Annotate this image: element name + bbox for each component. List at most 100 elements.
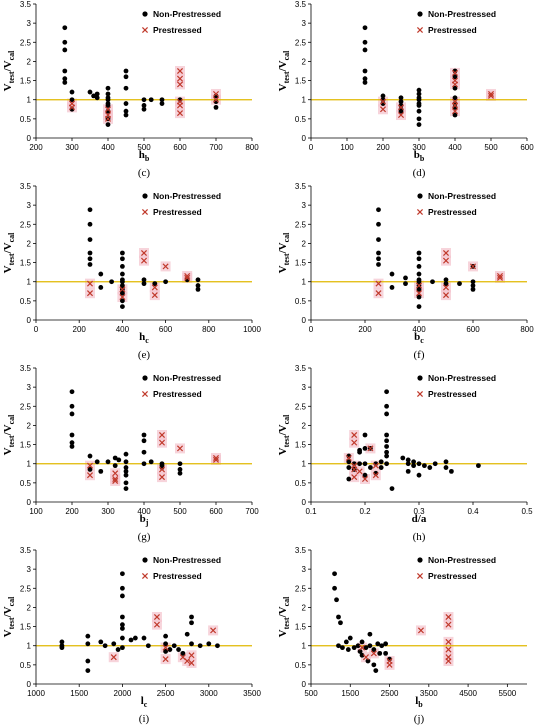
non-prestressed-point [123, 108, 129, 114]
non-prestressed-point [159, 97, 165, 103]
prestressed-point [184, 658, 191, 665]
non-prestressed-point [332, 585, 337, 591]
scatter-plot-i: 0 0.5 1 1.5 2 2.5 3 3.5 1000 1500 2000 2500 3000 3500… [2, 546, 261, 725]
non-prestressed-point [357, 461, 362, 467]
prestressed-point [415, 282, 423, 289]
non-prestressed-point [120, 626, 125, 631]
panel-label: (g) [138, 531, 151, 543]
non-prestressed-point [123, 74, 129, 80]
non-prestressed-point [389, 271, 395, 277]
x-axis-label: hc [139, 331, 149, 345]
y-tick-label: 0 [27, 498, 32, 507]
y-tick-label: 3 [27, 19, 32, 28]
x-axis-label: bc [414, 331, 424, 345]
x-tick-label: 300 [101, 507, 115, 516]
non-prestressed-point [132, 635, 138, 641]
y-tick-label: 0 [27, 680, 32, 689]
non-prestressed-point [123, 472, 129, 478]
non-prestressed-point [123, 486, 129, 491]
prestressed-point [442, 249, 450, 257]
x-tick-label: 700 [245, 507, 259, 516]
non-prestressed-point [346, 465, 352, 470]
panel-label: (f) [414, 349, 425, 361]
non-prestressed-point [112, 463, 118, 469]
legend-label-non-prestressed: Non-Prestressed [153, 555, 221, 565]
non-prestressed-point [141, 277, 147, 283]
x-tick-label: 400 [412, 325, 426, 334]
y-tick-label: 2.5 [295, 402, 307, 411]
non-prestressed-point [367, 631, 373, 637]
x-tick-label: 300 [65, 143, 79, 152]
prestressed-point [445, 658, 452, 665]
non-prestressed-point [120, 304, 125, 309]
non-prestressed-point [123, 465, 129, 470]
non-prestressed-point [376, 256, 381, 262]
y-tick-label: 0.5 [295, 115, 307, 124]
non-prestressed-point [362, 80, 368, 85]
non-prestressed-point [470, 286, 476, 292]
y-tick-label: 0.5 [20, 115, 32, 124]
x-tick-label: 0.3 [413, 507, 425, 516]
non-prestressed-point [112, 455, 118, 461]
non-prestressed-point [163, 633, 169, 639]
x-tick-label: 1500 [341, 689, 359, 698]
legend-marker-prestressed [141, 26, 149, 34]
non-prestressed-point [59, 639, 65, 645]
legend-label-non-prestressed: Non-Prestressed [153, 373, 221, 383]
prestressed-point [158, 431, 166, 439]
non-prestressed-point [123, 85, 129, 91]
non-prestressed-point [375, 641, 381, 647]
prestressed-point [212, 96, 220, 103]
prestressed-point [188, 652, 195, 659]
non-prestressed-point [376, 207, 381, 213]
prestressed-point [362, 654, 370, 661]
non-prestressed-point [120, 622, 125, 628]
non-prestressed-point [378, 465, 384, 470]
non-prestressed-point [332, 571, 337, 577]
x-tick-label: 400 [448, 143, 462, 152]
y-axis-label: Vtest/Vcal [277, 50, 291, 92]
non-prestressed-point [105, 97, 111, 103]
y-tick-label: 3.5 [295, 364, 307, 373]
y-tick-label: 1 [302, 642, 307, 651]
legend: Non-Prestressed Prestressed [416, 555, 496, 581]
x-tick-label: 100 [340, 143, 354, 152]
x-tick-label: 600 [209, 507, 223, 516]
non-prestressed-point [189, 620, 194, 626]
non-prestressed-point [405, 468, 411, 474]
prestressed-point [112, 470, 119, 477]
y-tick-label: 0.5 [295, 661, 307, 670]
non-prestressed-point [371, 647, 377, 652]
non-prestressed-point [443, 459, 449, 465]
y-tick-label: 3 [27, 383, 32, 392]
prestressed-point [386, 661, 393, 668]
prestressed-point [86, 280, 94, 287]
non-prestressed-point [422, 463, 427, 469]
non-prestressed-point [416, 461, 422, 467]
non-prestressed-point [383, 650, 389, 656]
x-tick-label: 1500 [70, 689, 88, 698]
chart-panel-e: 0 0.5 1 1.5 2 2.5 3 3.5 0 200 400 600 800 1000 Non-Pre… [0, 182, 275, 362]
prestressed-point [445, 613, 452, 621]
non-prestressed-point [141, 449, 147, 455]
legend-label-non-prestressed: Non-Prestressed [153, 9, 221, 19]
legend-marker-non-prestressed [417, 375, 423, 381]
x-axis-label: d/a [412, 513, 427, 525]
legend: Non-Prestressed Prestressed [416, 191, 496, 217]
non-prestressed-point [91, 93, 96, 99]
panel-label: (j) [414, 713, 425, 725]
x-tick-label: 500 [173, 507, 187, 516]
non-prestressed-point [336, 643, 341, 649]
panel-label: (c) [138, 167, 151, 179]
legend-marker-non-prestressed [417, 193, 423, 199]
prestressed-point [367, 445, 374, 452]
y-tick-label: 0.5 [20, 661, 32, 670]
scatter-plot-h: 0 0.5 1 1.5 2 2.5 3 3.5 0.1 0.2 0.3 0.4 0.5 Non-Prest… [277, 364, 533, 543]
scatter-plot-d: 0 0.5 1 1.5 2 2.5 3 3.5 0 100 200 300 400 500 600 Non-P… [277, 0, 534, 179]
non-prestressed-point [362, 446, 368, 451]
prestressed-point [153, 613, 160, 621]
non-prestressed-point [384, 389, 389, 395]
legend-label-prestressed: Prestressed [428, 25, 477, 35]
non-prestressed-point [62, 80, 68, 85]
non-prestressed-point [123, 468, 129, 474]
